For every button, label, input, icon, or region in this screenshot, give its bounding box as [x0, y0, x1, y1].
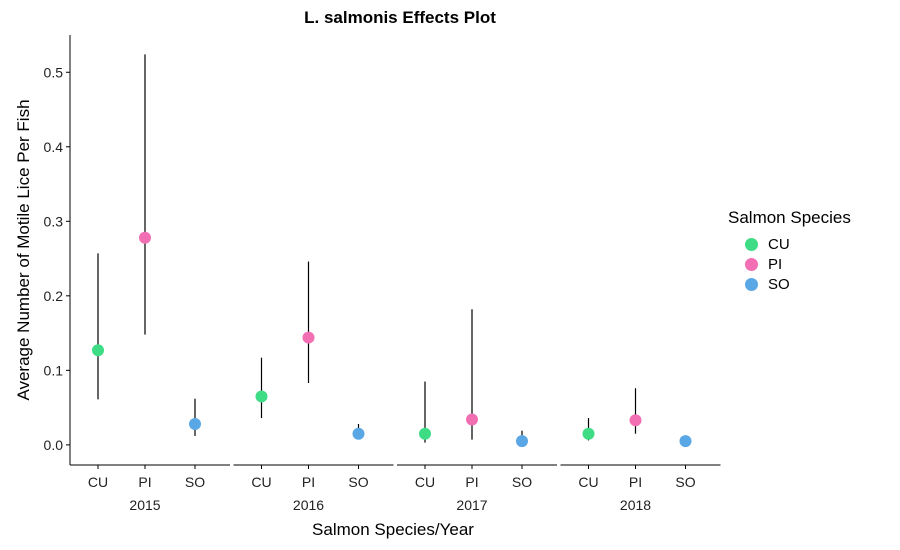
data-point — [352, 427, 365, 440]
y-tick-label: 0.5 — [44, 64, 64, 80]
data-point — [92, 344, 104, 357]
legend-swatch-pi — [745, 257, 758, 271]
legend: Salmon Species CU PI SO — [728, 208, 851, 294]
x-tick-label: CU — [251, 474, 271, 490]
legend-label-so: SO — [768, 275, 790, 293]
legend-title: Salmon Species — [728, 208, 851, 227]
data-point — [419, 427, 431, 440]
legend-item-cu: CU — [728, 234, 851, 254]
x-tick-label: SO — [512, 474, 532, 490]
x-tick-label: PI — [629, 474, 642, 490]
legend-label-pi: PI — [768, 255, 783, 273]
y-tick-label: 0.0 — [44, 437, 64, 453]
data-point — [255, 390, 268, 403]
x-tick-label: CU — [415, 474, 435, 490]
x-tick-label: PI — [138, 474, 151, 490]
y-tick-label: 0.3 — [44, 213, 64, 229]
x-tick-label: SO — [675, 474, 695, 490]
x-tick-label: SO — [185, 474, 205, 490]
legend-label-cu: CU — [768, 235, 790, 253]
facet-label: 2017 — [456, 497, 487, 513]
data-point — [679, 435, 692, 448]
facet-label: 2018 — [620, 497, 651, 513]
x-tick-label: PI — [302, 474, 315, 490]
facet-label: 2015 — [129, 497, 160, 513]
x-tick-label: CU — [578, 474, 598, 490]
legend-item-so: SO — [728, 274, 851, 294]
y-axis-label: Average Number of Motile Lice Per Fish — [14, 99, 33, 401]
data-point — [189, 418, 201, 431]
y-tick-label: 0.2 — [44, 288, 64, 304]
data-point — [629, 414, 642, 427]
chart-title: L. salmonis Effects Plot — [304, 8, 496, 27]
y-tick-label: 0.1 — [44, 362, 64, 378]
data-point — [582, 427, 595, 440]
x-tick-label: SO — [348, 474, 368, 490]
x-tick-label: PI — [465, 474, 478, 490]
data-point — [516, 435, 528, 448]
legend-item-pi: PI — [728, 254, 851, 274]
x-axis-label: Salmon Species/Year — [312, 520, 474, 539]
facet-label: 2016 — [293, 497, 324, 513]
data-point — [466, 413, 478, 426]
data-point — [302, 331, 315, 344]
data-point — [139, 231, 151, 244]
legend-swatch-so — [745, 277, 758, 291]
legend-swatch-cu — [745, 237, 758, 251]
x-tick-label: CU — [88, 474, 108, 490]
y-tick-label: 0.4 — [44, 139, 64, 155]
